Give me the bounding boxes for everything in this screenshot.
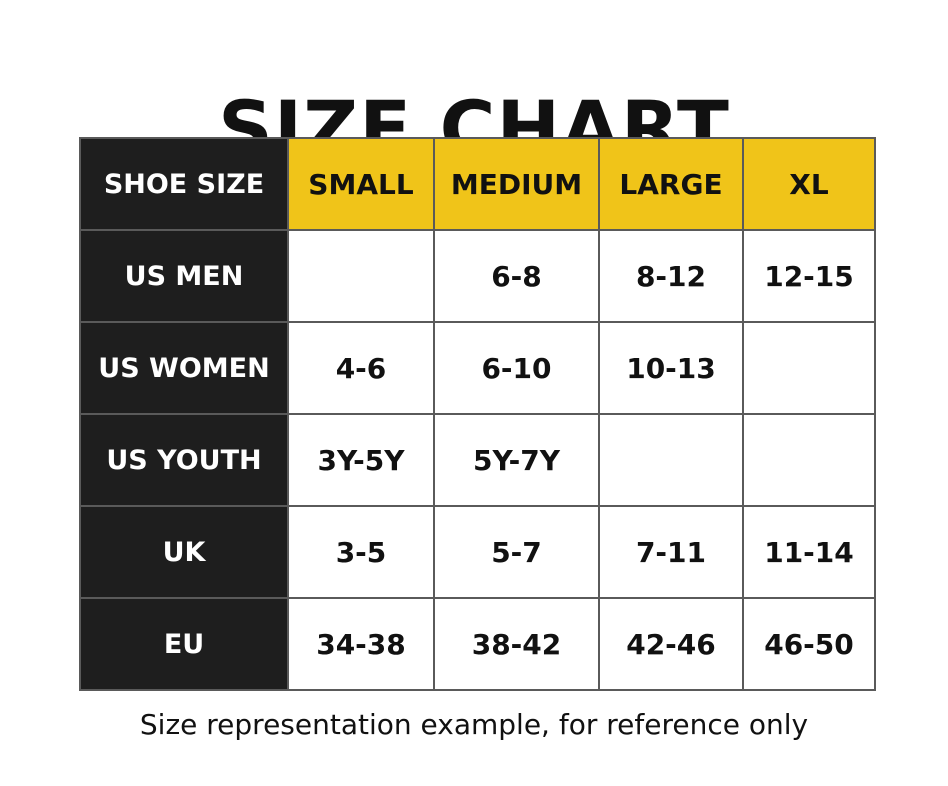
row-header-us-youth: US YOUTH <box>79 413 289 507</box>
table-cell <box>742 321 876 415</box>
table-cell: 11-14 <box>742 505 876 599</box>
column-header-xl: XL <box>742 137 876 231</box>
table-cell: 5Y-7Y <box>433 413 600 507</box>
table-cell <box>287 229 435 323</box>
table-row: US YOUTH 3Y-5Y 5Y-7Y <box>79 413 876 507</box>
table-cell: 5-7 <box>433 505 600 599</box>
table-row: US MEN 6-8 8-12 12-15 <box>79 229 876 323</box>
table-cell <box>598 413 744 507</box>
table-cell: 3Y-5Y <box>287 413 435 507</box>
table-cell: 6-8 <box>433 229 600 323</box>
row-header-eu: EU <box>79 597 289 691</box>
header-row: SHOE SIZE SMALL MEDIUM LARGE XL <box>79 137 876 231</box>
table-cell: 42-46 <box>598 597 744 691</box>
size-chart-table: SHOE SIZE SMALL MEDIUM LARGE XL US MEN 6… <box>79 137 876 691</box>
table-cell: 3-5 <box>287 505 435 599</box>
table-cell: 34-38 <box>287 597 435 691</box>
table-cell: 6-10 <box>433 321 600 415</box>
footnote: Size representation example, for referen… <box>139 708 809 741</box>
column-header-large: LARGE <box>598 137 744 231</box>
row-header-us-women: US WOMEN <box>79 321 289 415</box>
table-cell: 10-13 <box>598 321 744 415</box>
table-cell: 8-12 <box>598 229 744 323</box>
row-header-uk: UK <box>79 505 289 599</box>
table-cell: 12-15 <box>742 229 876 323</box>
corner-header: SHOE SIZE <box>79 137 289 231</box>
table-cell <box>742 413 876 507</box>
table-cell: 7-11 <box>598 505 744 599</box>
table-cell: 38-42 <box>433 597 600 691</box>
column-header-small: SMALL <box>287 137 435 231</box>
column-header-medium: MEDIUM <box>433 137 600 231</box>
table-row: US WOMEN 4-6 6-10 10-13 <box>79 321 876 415</box>
table-row: UK 3-5 5-7 7-11 11-14 <box>79 505 876 599</box>
table-cell: 4-6 <box>287 321 435 415</box>
table-row: EU 34-38 38-42 42-46 46-50 <box>79 597 876 691</box>
table-cell: 46-50 <box>742 597 876 691</box>
row-header-us-men: US MEN <box>79 229 289 323</box>
